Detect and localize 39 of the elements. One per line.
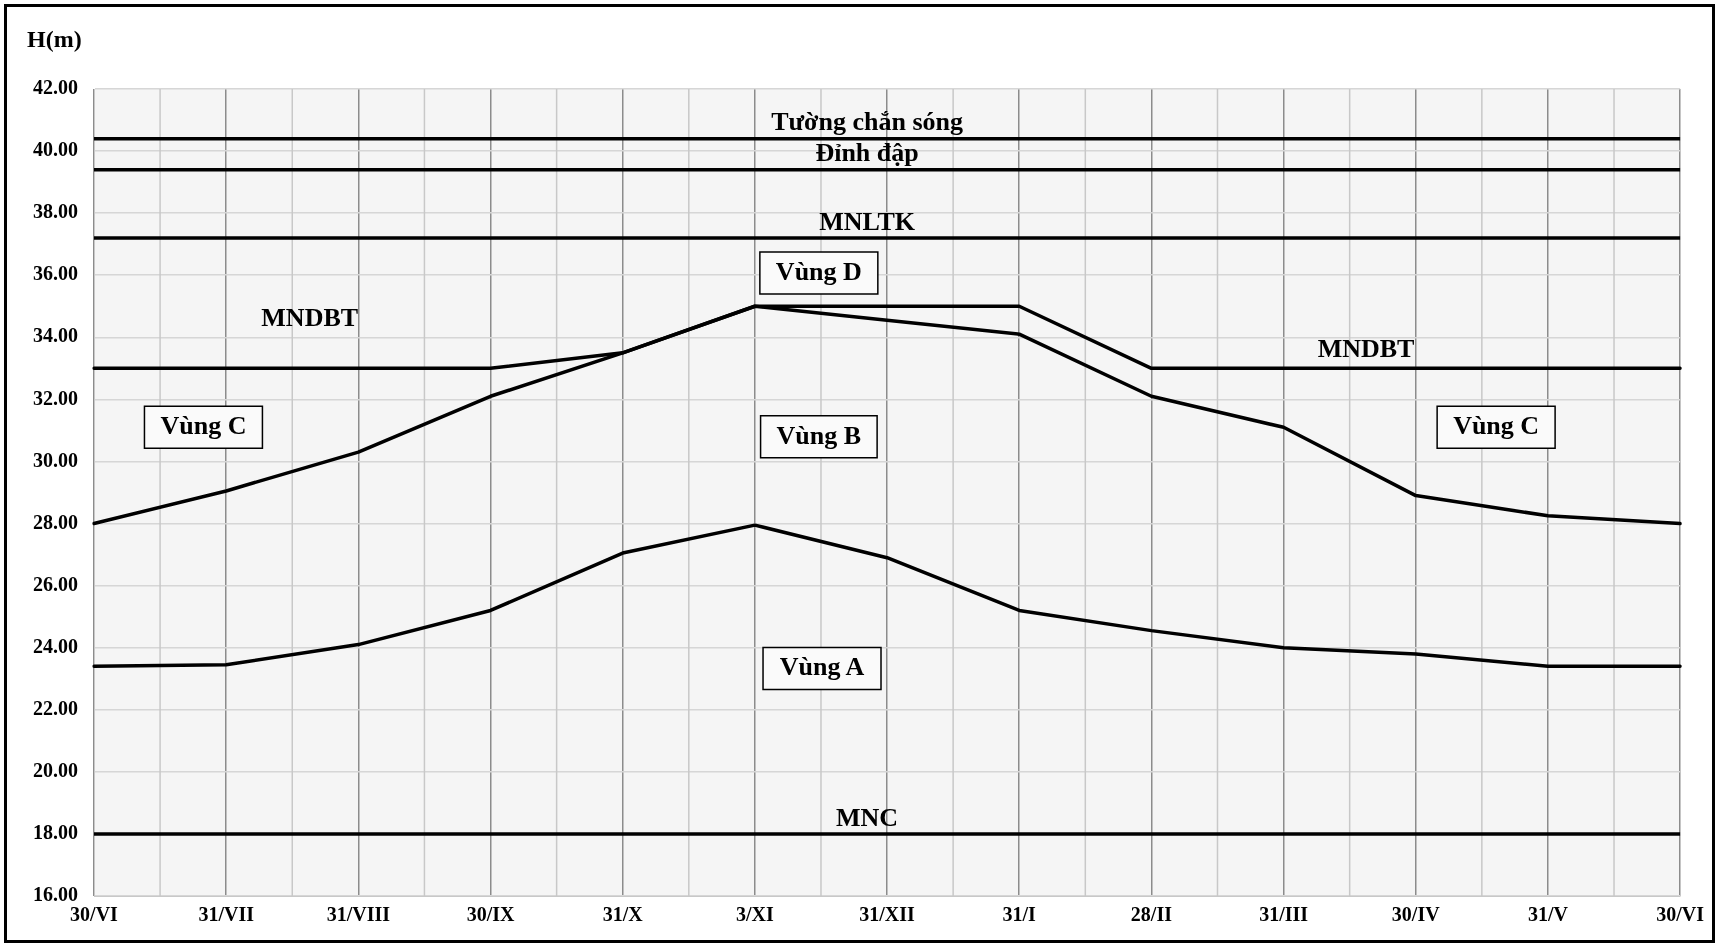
- x-tick-label: 31/XII: [859, 903, 916, 926]
- annotation: MNDBT: [261, 302, 359, 332]
- x-tick-label: 31/III: [1259, 903, 1309, 926]
- y-tick-label: 18.00: [33, 821, 78, 844]
- y-tick-label: 38.00: [33, 200, 78, 223]
- annotation: Vùng B: [776, 420, 862, 450]
- x-tick-label: 31/X: [602, 903, 644, 926]
- y-tick-label: 36.00: [33, 262, 78, 285]
- ref-line-label: MNLTK: [819, 206, 916, 236]
- y-axis-title: H(m): [27, 26, 82, 53]
- x-tick-label: 31/V: [1527, 903, 1569, 926]
- x-tick-label: 30/IV: [1391, 903, 1441, 926]
- y-tick-label: 42.00: [33, 76, 78, 99]
- annotation: Vùng A: [779, 652, 865, 682]
- y-tick-label: 28.00: [33, 510, 78, 533]
- x-tick-label: 30/IX: [466, 903, 515, 926]
- y-tick-label: 30.00: [33, 448, 78, 471]
- y-tick-label: 34.00: [33, 324, 78, 347]
- y-tick-label: 32.00: [33, 386, 78, 409]
- ref-line-label: Tường chắn sóng: [771, 107, 963, 137]
- ref-line-label: MNC: [836, 802, 899, 832]
- x-tick-label: 31/I: [1002, 903, 1037, 926]
- annotation: Vùng D: [775, 256, 862, 286]
- annotation: Vùng C: [160, 410, 247, 440]
- y-tick-label: 40.00: [33, 138, 78, 161]
- y-tick-label: 24.00: [33, 634, 78, 657]
- x-tick-label: 31/VIII: [326, 903, 391, 926]
- y-tick-label: 22.00: [33, 696, 78, 719]
- annotation: MNDBT: [1317, 334, 1415, 364]
- annotation: Vùng C: [1453, 410, 1540, 440]
- y-tick-label: 16.00: [33, 883, 78, 906]
- y-tick-label: 26.00: [33, 572, 78, 595]
- y-tick-label: 20.00: [33, 759, 78, 782]
- x-tick-label: 30/VI: [1656, 903, 1705, 926]
- x-tick-label: 30/VI: [70, 903, 119, 926]
- x-tick-label: 31/VII: [198, 903, 255, 926]
- x-tick-label: 3/XI: [735, 903, 774, 926]
- ref-line-label: Đỉnh đập: [815, 138, 919, 168]
- x-tick-label: 28/II: [1130, 903, 1173, 926]
